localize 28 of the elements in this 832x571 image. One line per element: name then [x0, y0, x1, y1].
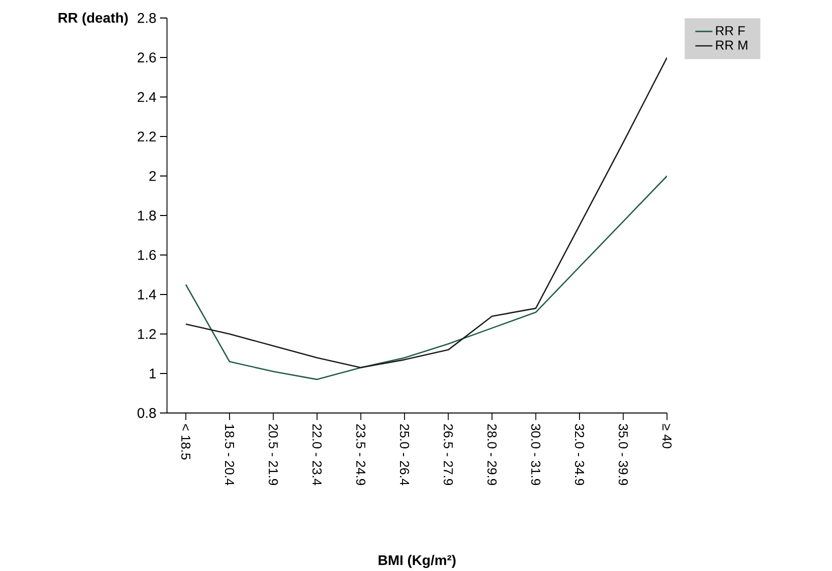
x-tick-label: < 18.5	[181, 424, 190, 460]
x-tick-label: 23.5 - 24.9	[356, 424, 366, 485]
y-axis-title: RR (death)	[58, 12, 128, 26]
x-tick-label: 20.5 - 21.9	[268, 424, 278, 485]
legend-label: RR F	[716, 26, 745, 36]
x-tick-label: 18.5 - 20.4	[224, 424, 234, 486]
y-tick-label: 2	[149, 170, 156, 181]
x-tick-label: 30.0 - 31.9	[531, 424, 540, 485]
y-tick-label: 2.8	[138, 12, 156, 23]
y-tick-label: 1.4	[138, 290, 156, 300]
x-tick-label: 32.0 - 34.9	[574, 424, 584, 485]
line-series	[185, 175, 668, 380]
x-tick-label: 26.5 - 27.9	[444, 424, 453, 485]
y-tick-label: 1.6	[138, 250, 156, 260]
x-tick-label: ≥ 40	[662, 424, 672, 448]
x-tick-label: 25.0 - 26.4	[400, 424, 410, 486]
y-tick-label: 2.4	[138, 92, 156, 102]
y-tick-label: 1.2	[138, 328, 156, 339]
x-axis-title: BMI (Kg/m²)	[378, 554, 456, 568]
legend-label: RR M	[716, 40, 748, 50]
x-tick-label: 22.0 - 23.4	[312, 424, 322, 486]
y-tick-label: 0.8	[138, 408, 156, 418]
y-tick-label: 2.6	[138, 52, 156, 62]
y-tick-label: 1.8	[138, 210, 156, 220]
y-tick-label: 1	[150, 368, 156, 378]
x-tick-label: 28.0 - 29.9	[487, 424, 497, 485]
x-tick-label: 35.0 - 39.9	[618, 424, 628, 485]
y-tick-label: 2.2	[138, 131, 156, 142]
